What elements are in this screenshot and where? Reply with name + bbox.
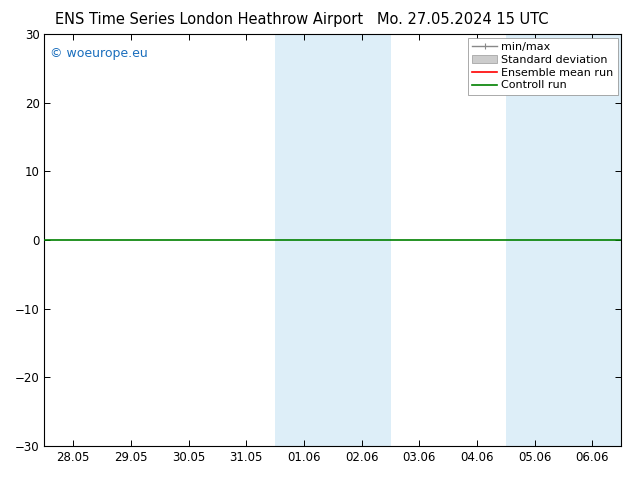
Bar <box>333 34 391 446</box>
Bar <box>564 34 621 446</box>
Text: ENS Time Series London Heathrow Airport: ENS Time Series London Heathrow Airport <box>55 12 363 27</box>
Text: Mo. 27.05.2024 15 UTC: Mo. 27.05.2024 15 UTC <box>377 12 548 27</box>
Text: © woeurope.eu: © woeurope.eu <box>50 47 148 60</box>
Legend: min/max, Standard deviation, Ensemble mean run, Controll run: min/max, Standard deviation, Ensemble me… <box>468 38 618 95</box>
Bar <box>275 34 333 446</box>
Bar <box>506 34 564 446</box>
